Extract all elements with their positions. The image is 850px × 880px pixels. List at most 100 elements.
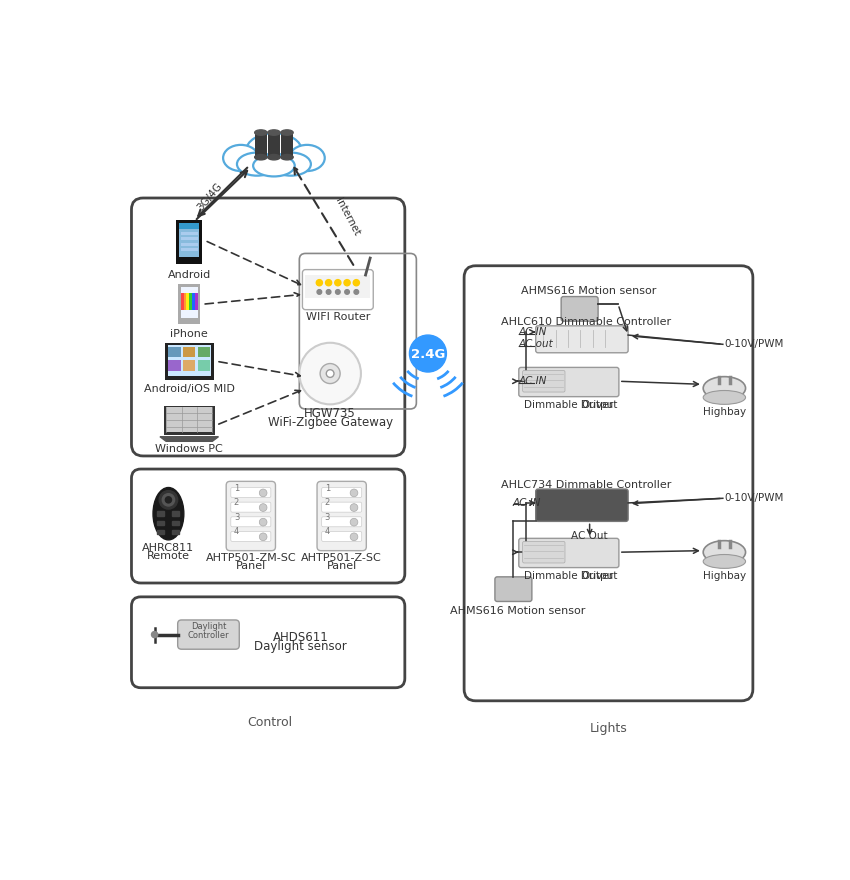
Text: 2: 2 [325,498,330,507]
FancyBboxPatch shape [231,517,271,527]
Bar [183,361,196,371]
Bar [181,238,198,240]
Text: 2.4G: 2.4G [411,348,445,361]
Circle shape [344,280,350,286]
FancyBboxPatch shape [523,541,565,563]
Bar [305,275,371,298]
Circle shape [350,533,358,540]
Ellipse shape [268,155,280,160]
FancyBboxPatch shape [226,481,275,551]
Circle shape [317,290,321,294]
FancyBboxPatch shape [178,620,240,649]
Text: WIFI Router: WIFI Router [306,312,370,322]
Ellipse shape [271,152,311,176]
Bar [173,521,179,525]
Text: Android: Android [167,269,211,280]
FancyBboxPatch shape [495,577,532,602]
FancyBboxPatch shape [536,326,628,353]
Circle shape [320,363,340,384]
Bar [181,293,184,311]
Text: AC IN: AC IN [513,498,541,508]
Circle shape [354,290,359,294]
FancyBboxPatch shape [231,502,271,512]
Bar [255,133,267,158]
FancyBboxPatch shape [321,517,362,527]
Bar [157,521,164,525]
Circle shape [259,503,267,511]
Circle shape [336,290,340,294]
Text: Remote: Remote [147,551,190,561]
Bar [181,243,198,246]
Text: 1: 1 [234,484,239,493]
Text: AHLC610 Dimmable Controller: AHLC610 Dimmable Controller [501,317,671,326]
Bar [198,347,210,357]
Circle shape [259,533,267,540]
Text: HGW735: HGW735 [304,407,356,421]
Ellipse shape [153,488,184,539]
Bar [173,530,179,534]
FancyBboxPatch shape [518,539,619,568]
Circle shape [159,491,178,509]
Bar [157,530,164,534]
FancyBboxPatch shape [317,481,366,551]
Text: AC IN: AC IN [518,327,547,337]
Circle shape [350,489,358,496]
FancyBboxPatch shape [231,532,271,541]
Text: Dimmable Driver: Dimmable Driver [524,571,614,581]
Bar [167,345,211,376]
FancyBboxPatch shape [536,489,628,521]
Text: Panel: Panel [326,561,357,570]
Bar [181,248,198,251]
Circle shape [151,632,157,638]
Bar [173,511,179,516]
Ellipse shape [255,130,267,136]
Text: Output: Output [581,571,618,581]
Text: 1: 1 [325,484,330,493]
Ellipse shape [255,155,267,160]
Bar [183,347,196,357]
Circle shape [410,335,446,372]
Ellipse shape [703,377,745,400]
Bar [181,231,198,235]
Bar [192,293,195,311]
Bar [168,361,181,371]
Text: Controller: Controller [188,632,230,641]
Text: 0-10V/PWM: 0-10V/PWM [724,494,784,503]
FancyBboxPatch shape [321,532,362,541]
Text: AHTP501-Z-SC: AHTP501-Z-SC [301,553,382,563]
Text: AC IN: AC IN [518,377,547,386]
Circle shape [350,503,358,511]
Ellipse shape [237,152,277,176]
Circle shape [299,343,361,405]
FancyBboxPatch shape [231,488,271,497]
Bar [165,343,214,380]
Bar [157,511,164,516]
Circle shape [354,280,360,286]
Ellipse shape [280,155,293,160]
Bar [280,133,293,158]
Bar [181,287,198,318]
Bar [179,223,199,229]
Polygon shape [160,436,218,442]
Text: 3: 3 [234,513,239,522]
Text: 4: 4 [234,527,239,537]
Text: Lights: Lights [590,722,628,735]
Text: Windows PC: Windows PC [156,444,223,453]
Text: Output: Output [581,400,618,410]
Text: Android/iOS MID: Android/iOS MID [144,385,235,394]
Text: AHMS616 Motion sensor: AHMS616 Motion sensor [521,286,656,296]
Bar [268,133,280,158]
Bar [195,293,198,311]
FancyBboxPatch shape [518,368,619,397]
Circle shape [326,290,331,294]
Text: 3G/4G: 3G/4G [196,180,224,212]
Ellipse shape [289,145,325,171]
Circle shape [166,496,172,502]
Text: 3: 3 [325,513,330,522]
Text: Highbay: Highbay [703,571,746,581]
Ellipse shape [703,540,745,564]
Text: Highbay: Highbay [703,407,746,416]
Text: AHTP501-ZM-SC: AHTP501-ZM-SC [206,553,296,563]
Ellipse shape [703,391,745,405]
Circle shape [259,489,267,496]
